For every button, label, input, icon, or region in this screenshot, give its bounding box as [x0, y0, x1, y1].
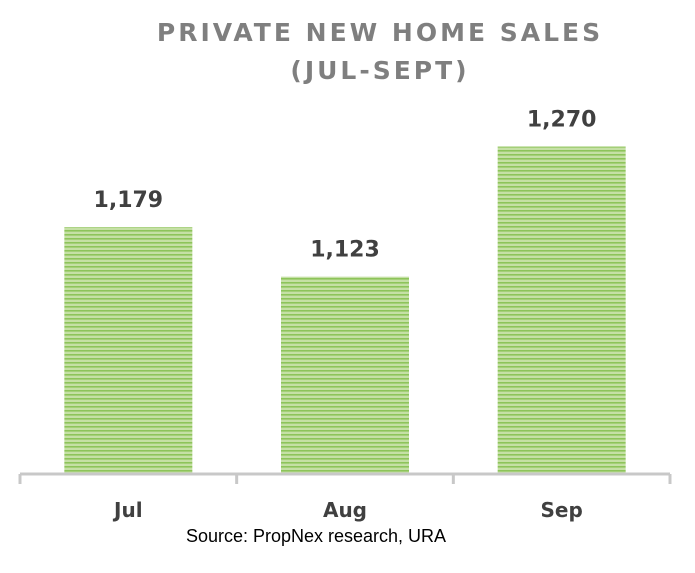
chart-subtitle: (JUL-SEPT)	[290, 56, 470, 85]
bar-jul	[64, 227, 193, 474]
chart-title: PRIVATE NEW HOME SALES (JUL-SEPT)	[0, 14, 695, 90]
x-tick-label-aug: Aug	[323, 498, 367, 522]
bar-sep	[497, 146, 626, 475]
labels-layer: 1,179 Jul 1,123 Aug 1,270 Sep	[94, 108, 597, 522]
x-tick-label-jul: Jul	[112, 498, 143, 522]
bar-aug	[281, 276, 409, 474]
data-label-sep: 1,270	[527, 108, 597, 133]
x-axis	[18, 472, 672, 484]
source-note: Source: PropNex research, URA	[185, 526, 447, 546]
chart-title-line-1: PRIVATE NEW HOME SALES	[156, 18, 604, 47]
bars-layer	[64, 146, 626, 475]
x-tick-label-sep: Sep	[541, 498, 583, 522]
data-label-aug: 1,123	[310, 238, 380, 263]
data-label-jul: 1,179	[94, 188, 164, 213]
